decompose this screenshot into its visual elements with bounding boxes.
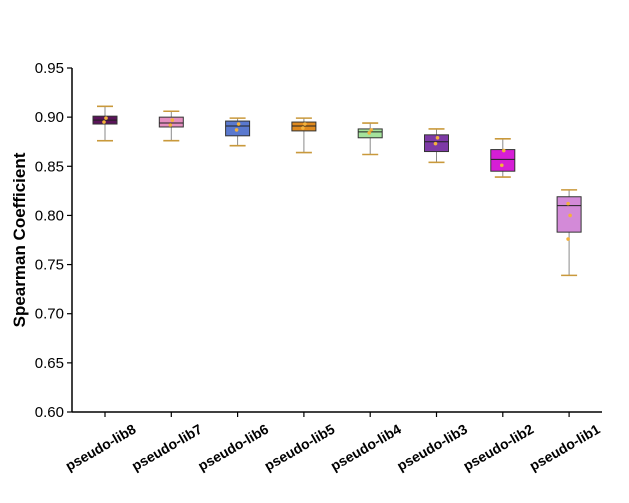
x-tick-label: pseudo-lib7 xyxy=(129,421,205,474)
data-point xyxy=(369,128,374,132)
box-pseudo-lib2 xyxy=(490,137,516,178)
y-tick-label: 0.80 xyxy=(35,207,64,224)
box-pseudo-lib6 xyxy=(225,117,251,147)
data-point xyxy=(170,118,175,122)
data-point xyxy=(168,123,173,127)
x-tick-label: pseudo-lib4 xyxy=(328,421,404,474)
data-point xyxy=(568,213,572,218)
data-point xyxy=(566,201,570,206)
data-point xyxy=(433,141,438,146)
box-pseudo-lib3 xyxy=(424,128,449,164)
y-axis-title: Spearman Coefficient xyxy=(10,152,29,327)
data-point xyxy=(301,126,305,130)
x-tick-label: pseudo-lib2 xyxy=(460,421,536,474)
data-point xyxy=(566,237,570,241)
y-tick-label: 0.85 xyxy=(35,158,64,175)
x-tick-label: pseudo-lib8 xyxy=(62,421,138,474)
data-point xyxy=(500,163,504,168)
y-tick-label: 0.65 xyxy=(35,355,64,372)
box-body xyxy=(158,116,184,128)
data-point xyxy=(502,148,506,153)
boxes xyxy=(92,105,582,277)
data-point xyxy=(236,122,241,126)
box-pseudo-lib8 xyxy=(92,105,118,142)
box-body xyxy=(490,149,516,172)
x-tick-label: pseudo-lib1 xyxy=(527,421,603,474)
data-point xyxy=(104,116,108,120)
y-axis: 0.60 0.65 0.70 0.75 0.80 0.85 0.90 0.95 xyxy=(35,60,73,421)
data-point xyxy=(303,122,307,126)
data-point xyxy=(435,135,440,140)
x-tick-label: pseudo-lib6 xyxy=(195,421,271,474)
y-tick-label: 0.95 xyxy=(35,60,64,77)
y-tick-label: 0.70 xyxy=(35,306,64,323)
x-tick-label: pseudo-lib3 xyxy=(394,421,470,474)
data-point xyxy=(367,131,372,135)
box-pseudo-lib7 xyxy=(158,110,184,142)
box-pseudo-lib4 xyxy=(357,122,383,156)
y-tick-label: 0.60 xyxy=(35,404,64,421)
box-pseudo-lib1 xyxy=(556,189,582,277)
y-tick-label: 0.90 xyxy=(35,109,64,126)
data-point xyxy=(234,128,239,132)
box-pseudo-lib5 xyxy=(291,117,317,154)
x-tick-label: pseudo-lib5 xyxy=(261,421,337,474)
data-point xyxy=(102,120,106,124)
y-tick-label: 0.75 xyxy=(35,257,64,274)
x-axis: pseudo-lib8pseudo-lib7pseudo-lib6pseudo-… xyxy=(62,411,603,474)
